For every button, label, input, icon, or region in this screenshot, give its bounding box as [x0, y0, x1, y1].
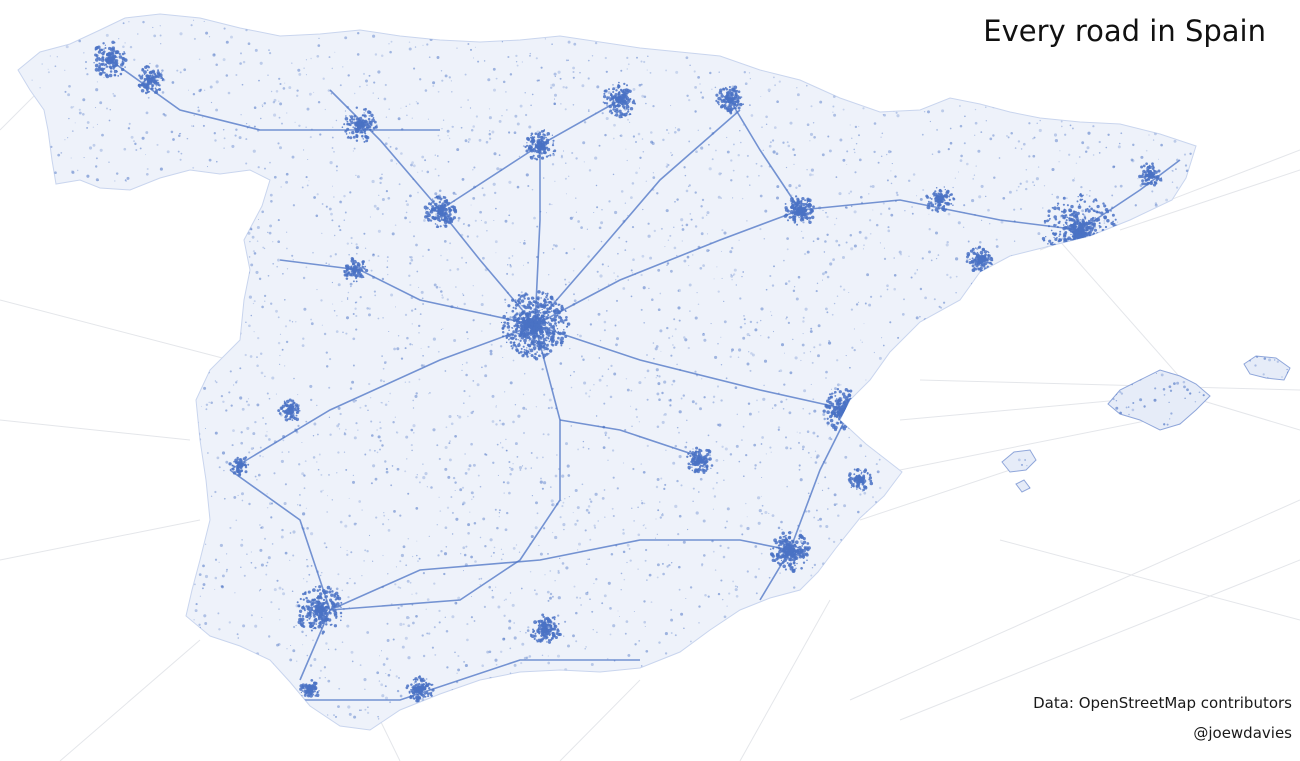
faint-line	[559, 679, 641, 761]
major-road	[229, 324, 536, 471]
faint-line	[999, 539, 1300, 621]
data-source-credit: Data: OpenStreetMap contributors	[1033, 694, 1292, 712]
faint-line	[919, 379, 1300, 391]
major-road	[729, 99, 801, 211]
major-road	[329, 539, 791, 611]
faint-line	[899, 399, 1121, 421]
major-road	[534, 109, 741, 326]
mainland-spain	[17, 13, 1197, 731]
faint-line	[379, 719, 401, 761]
faint-line	[1199, 399, 1300, 431]
faint-line	[1049, 229, 1201, 401]
faint-line	[1119, 169, 1300, 231]
formentera-island	[1015, 479, 1031, 493]
faint-line	[0, 519, 201, 561]
major-road	[759, 409, 851, 601]
menorca-island	[1243, 355, 1291, 381]
faint-background-lines	[0, 69, 1300, 761]
major-road	[279, 259, 536, 326]
major-road	[559, 419, 711, 461]
map-title: Every road in Spain	[983, 14, 1266, 48]
faint-line	[0, 419, 191, 441]
major-road	[534, 324, 851, 411]
faint-line	[59, 639, 201, 761]
balearic-islands	[1001, 355, 1291, 493]
mallorca-island	[1107, 369, 1211, 431]
ibiza-island	[1001, 449, 1037, 473]
author-handle: @joewdavies	[1193, 724, 1292, 742]
mainland-land	[17, 13, 1197, 731]
major-road	[329, 324, 561, 611]
faint-line	[849, 499, 1300, 701]
major-road	[229, 469, 331, 611]
major-road	[300, 659, 640, 701]
urban-clusters	[93, 40, 1163, 703]
major-road	[1079, 159, 1181, 231]
faint-line	[899, 419, 1151, 471]
faint-line	[899, 559, 1300, 721]
faint-line	[859, 469, 1011, 521]
faint-line	[0, 299, 231, 361]
faint-line	[739, 599, 831, 761]
major-road	[534, 145, 541, 326]
